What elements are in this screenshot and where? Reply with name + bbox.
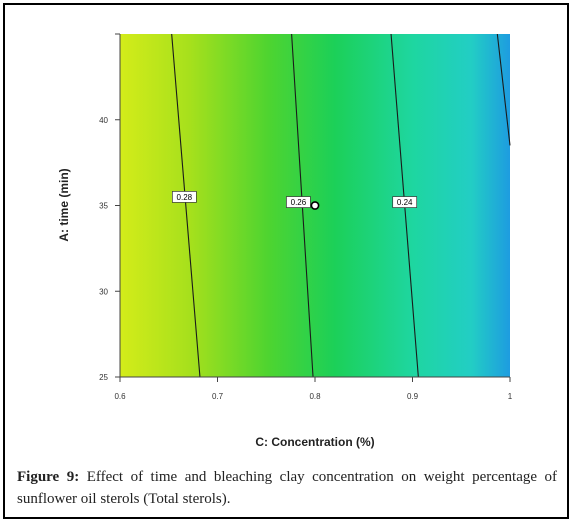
- caption-label: Figure 9:: [17, 469, 80, 485]
- design-points: [310, 201, 320, 210]
- contour-label-2: 0.26: [291, 198, 307, 207]
- contour-label-box-3: [392, 196, 418, 208]
- contour-line-1: [171, 33, 201, 378]
- contour-line-4: [496, 33, 511, 146]
- x-tick-label-5: 1: [508, 392, 513, 401]
- y-axis-title: A: time (min): [57, 168, 71, 241]
- y-tick-label-1: 25: [99, 373, 108, 382]
- figure-caption: Figure 9: Effect of time and bleaching c…: [17, 466, 557, 510]
- contour-label-box-1: [172, 191, 197, 203]
- x-axis: 0.6 0.7 0.8 0.9 1: [114, 376, 513, 401]
- y-tick-label-4: 40: [99, 116, 108, 125]
- x-axis-title: C: Concentration (%): [255, 435, 374, 449]
- y-axis: 25 30 35 40: [99, 33, 121, 382]
- contour-label-1: 0.28: [177, 193, 193, 202]
- design-point-1: [310, 201, 320, 210]
- contour-plot: 0.28 0.26 0.24 0.6 0.7 0.8 0.9 1 25 30 35 40 C: C…: [57, 33, 513, 449]
- y-tick-label-3: 35: [99, 202, 108, 211]
- contour-labels: 0.28 0.26 0.24: [172, 191, 418, 208]
- x-tick-label-4: 0.9: [407, 392, 419, 401]
- x-tick-label-2: 0.7: [212, 392, 224, 401]
- y-tick-label-2: 30: [99, 287, 108, 296]
- contour-label-box-2: [286, 196, 311, 208]
- contour-label-3: 0.24: [397, 198, 413, 207]
- caption-text: Effect of time and bleaching clay concen…: [17, 469, 558, 507]
- x-tick-label-3: 0.8: [309, 392, 321, 401]
- x-tick-label-1: 0.6: [114, 392, 126, 401]
